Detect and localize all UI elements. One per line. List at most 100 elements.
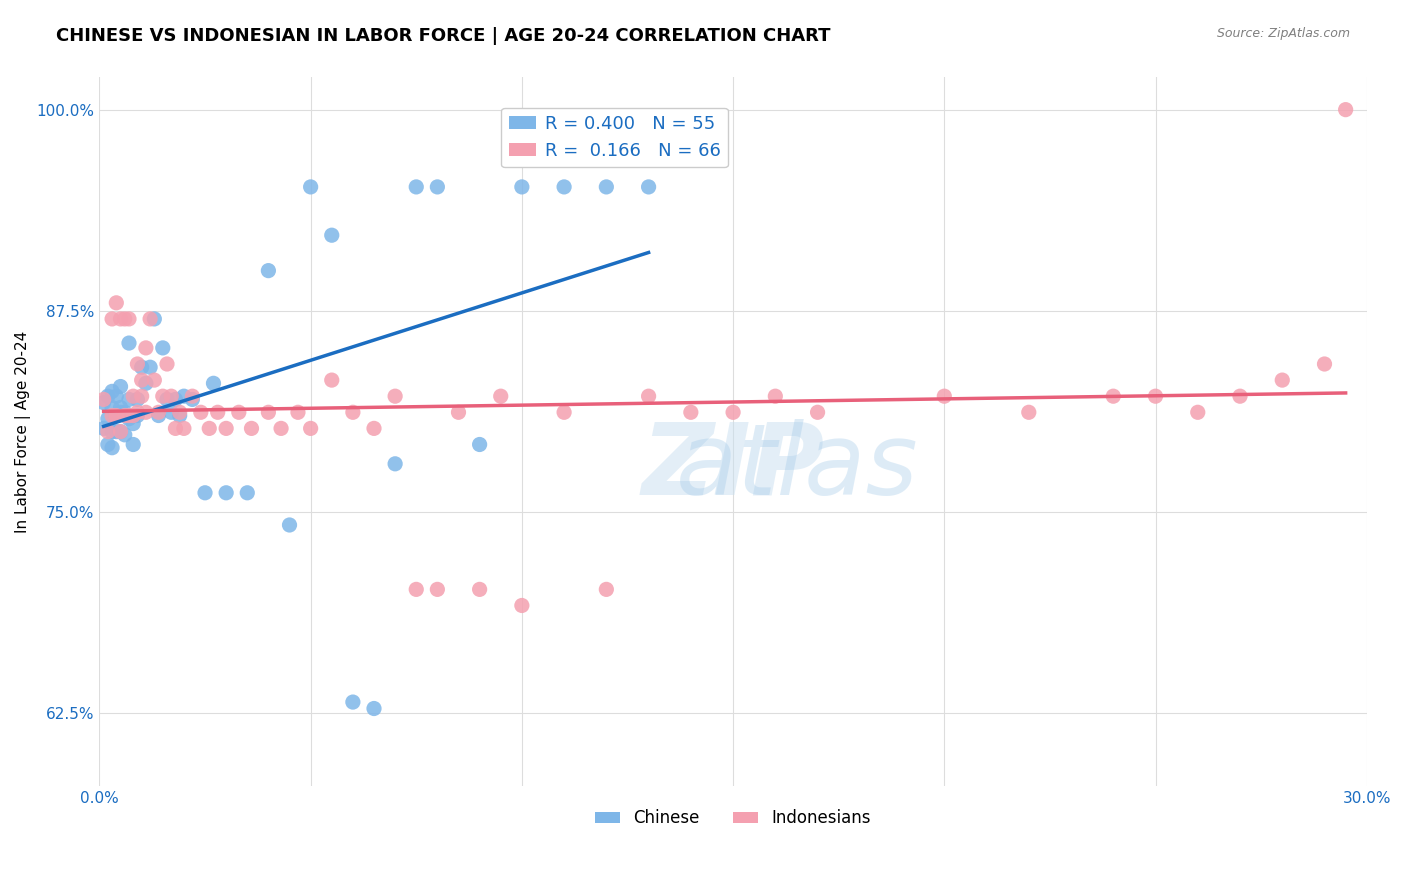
Point <box>143 373 166 387</box>
Point <box>127 392 149 407</box>
Point <box>110 312 132 326</box>
Point <box>342 695 364 709</box>
Point <box>1271 373 1294 387</box>
Point <box>165 392 187 407</box>
Point <box>287 405 309 419</box>
Point <box>152 389 174 403</box>
Point <box>160 405 183 419</box>
Point <box>101 401 124 415</box>
Point <box>637 389 659 403</box>
Point <box>679 405 702 419</box>
Point <box>228 405 250 419</box>
Point <box>105 295 128 310</box>
Point <box>321 373 343 387</box>
Point <box>215 485 238 500</box>
Point <box>101 425 124 439</box>
Point <box>270 421 292 435</box>
Point <box>1187 405 1209 419</box>
Point <box>97 389 120 403</box>
Point <box>1102 389 1125 403</box>
Point <box>118 411 141 425</box>
Point <box>135 376 157 391</box>
Point <box>721 405 744 419</box>
Point <box>447 405 470 419</box>
Point <box>1313 357 1336 371</box>
Point <box>405 180 427 194</box>
Point <box>160 389 183 403</box>
Point <box>110 379 132 393</box>
Point <box>101 384 124 399</box>
Text: atlas: atlas <box>548 418 917 516</box>
Point <box>93 392 115 407</box>
Point <box>1144 389 1167 403</box>
Point <box>553 180 575 194</box>
Point <box>114 312 136 326</box>
Point <box>93 395 115 409</box>
Point <box>181 392 204 407</box>
Point <box>148 409 170 423</box>
Point <box>1018 405 1040 419</box>
Point <box>114 409 136 423</box>
Point <box>148 405 170 419</box>
Point <box>105 409 128 423</box>
Point <box>135 405 157 419</box>
Point <box>110 405 132 419</box>
Point <box>131 389 153 403</box>
Point <box>194 485 217 500</box>
Point <box>110 401 132 415</box>
Point <box>127 409 149 423</box>
Point <box>1334 103 1357 117</box>
Point <box>152 341 174 355</box>
Point <box>118 336 141 351</box>
Point <box>135 341 157 355</box>
Point <box>198 421 221 435</box>
Point <box>806 405 828 419</box>
Point <box>114 405 136 419</box>
Point <box>236 485 259 500</box>
Point <box>763 389 786 403</box>
Point <box>468 582 491 597</box>
Point <box>207 405 229 419</box>
Point <box>637 180 659 194</box>
Point <box>156 357 179 371</box>
Point <box>299 180 322 194</box>
Point <box>122 437 145 451</box>
Point <box>101 441 124 455</box>
Point <box>139 312 162 326</box>
Point <box>156 392 179 407</box>
Point <box>299 421 322 435</box>
Point <box>384 389 406 403</box>
Point <box>118 409 141 423</box>
Point <box>139 360 162 375</box>
Point <box>93 421 115 435</box>
Point <box>405 582 427 597</box>
Point <box>165 421 187 435</box>
Point <box>202 376 225 391</box>
Point <box>101 409 124 423</box>
Point <box>934 389 956 403</box>
Point <box>190 405 212 419</box>
Point <box>114 427 136 442</box>
Y-axis label: In Labor Force | Age 20-24: In Labor Force | Age 20-24 <box>15 331 31 533</box>
Point <box>321 228 343 243</box>
Text: CHINESE VS INDONESIAN IN LABOR FORCE | AGE 20-24 CORRELATION CHART: CHINESE VS INDONESIAN IN LABOR FORCE | A… <box>56 27 831 45</box>
Point <box>510 180 533 194</box>
Point <box>363 701 385 715</box>
Point <box>553 405 575 419</box>
Point <box>127 357 149 371</box>
Point <box>122 389 145 403</box>
Point <box>101 312 124 326</box>
Point <box>173 421 195 435</box>
Text: ZIP: ZIP <box>641 418 824 516</box>
Point <box>173 389 195 403</box>
Point <box>595 180 617 194</box>
Point <box>122 409 145 423</box>
Point <box>384 457 406 471</box>
Point <box>342 405 364 419</box>
Text: Source: ZipAtlas.com: Source: ZipAtlas.com <box>1216 27 1350 40</box>
Point <box>169 409 191 423</box>
Point <box>363 421 385 435</box>
Point <box>240 421 263 435</box>
Point <box>426 582 449 597</box>
Point <box>105 389 128 403</box>
